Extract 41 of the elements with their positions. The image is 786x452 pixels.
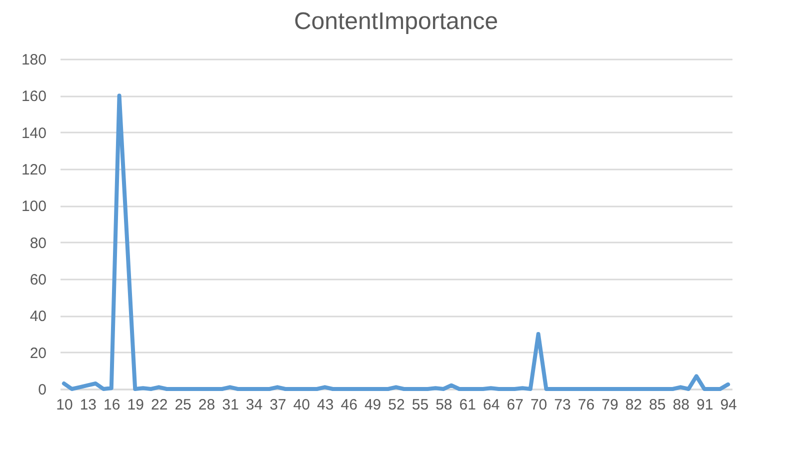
- x-tick-label: 25: [174, 396, 192, 414]
- x-tick-label: 31: [222, 396, 239, 414]
- x-tick-label: 70: [530, 396, 548, 414]
- x-tick-label: 58: [436, 396, 452, 414]
- chart-title: ContentImportance: [294, 8, 498, 35]
- x-tick-label: 64: [483, 396, 500, 414]
- y-tick-label: 140: [21, 124, 46, 142]
- x-tick-label: 76: [578, 396, 595, 414]
- x-tick-label: 73: [554, 396, 571, 414]
- x-tick-label: 82: [625, 396, 642, 414]
- x-tick-label: 43: [317, 396, 334, 414]
- x-tick-label: 91: [696, 396, 714, 414]
- y-tick-label: 60: [30, 272, 46, 288]
- x-tick-label: 55: [412, 396, 429, 414]
- x-tick-label: 88: [672, 396, 690, 414]
- x-tick-label: 13: [80, 396, 97, 414]
- x-tick-label: 28: [198, 396, 216, 414]
- x-tick-label: 49: [364, 396, 382, 414]
- x-tick-label: 40: [293, 396, 310, 414]
- y-tick-label: 120: [21, 162, 46, 178]
- y-tick-label: 180: [21, 52, 46, 68]
- y-tick-label: 40: [30, 308, 46, 326]
- x-tick-label: 22: [150, 396, 168, 414]
- y-tick-label: 100: [21, 198, 46, 216]
- x-tick-label: 79: [602, 396, 618, 414]
- x-tick-label: 19: [127, 396, 144, 414]
- x-tick-label: 34: [246, 396, 263, 414]
- y-tick-label: 160: [21, 88, 46, 106]
- x-tick-label: 16: [104, 396, 120, 414]
- line-series: [62, 94, 730, 391]
- x-tick-label: 37: [270, 396, 286, 414]
- x-tick-label: 10: [56, 396, 73, 414]
- x-tick-label: 61: [459, 396, 476, 414]
- y-tick-label: 0: [38, 382, 46, 398]
- y-tick-label: 80: [30, 234, 46, 252]
- x-tick-label: 67: [506, 396, 524, 414]
- x-tick-label: 85: [649, 396, 666, 414]
- y-tick-label: 20: [30, 344, 46, 362]
- x-tick-label: 52: [388, 396, 405, 414]
- x-tick-label: 46: [340, 396, 358, 414]
- x-tick-label: 94: [720, 396, 737, 414]
